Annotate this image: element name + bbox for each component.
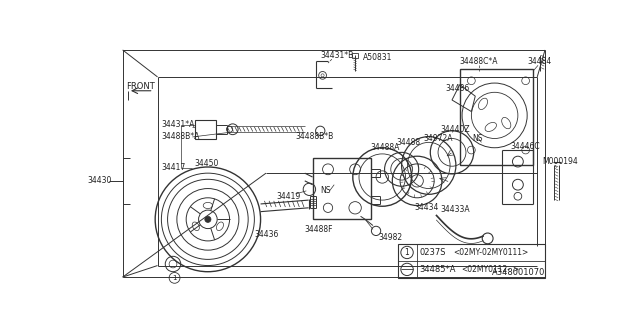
Text: 34485*A: 34485*A bbox=[419, 265, 456, 274]
Text: A50831: A50831 bbox=[363, 53, 392, 62]
Bar bbox=[460, 69, 533, 165]
Bar bbox=[195, 120, 216, 139]
Text: 1: 1 bbox=[172, 275, 177, 281]
Text: NS: NS bbox=[472, 134, 483, 143]
Text: 34446C: 34446C bbox=[510, 142, 540, 151]
Text: 34488A: 34488A bbox=[371, 143, 400, 152]
Bar bbox=[352, 53, 358, 58]
Text: 34486: 34486 bbox=[446, 84, 470, 93]
Text: 1: 1 bbox=[404, 248, 410, 257]
Text: A348001070: A348001070 bbox=[492, 268, 545, 277]
Text: 34430: 34430 bbox=[88, 176, 112, 185]
Text: 34436: 34436 bbox=[254, 230, 279, 239]
Text: 34440Z: 34440Z bbox=[440, 125, 470, 134]
Text: NS: NS bbox=[320, 186, 331, 195]
Text: 34431*B: 34431*B bbox=[320, 51, 353, 60]
Text: 34972A: 34972A bbox=[423, 134, 453, 143]
Text: <02MY-02MY0111>: <02MY-02MY0111> bbox=[454, 248, 529, 257]
Text: 34488B*A: 34488B*A bbox=[161, 132, 200, 141]
Text: FRONT: FRONT bbox=[126, 82, 155, 91]
Text: 34434: 34434 bbox=[415, 203, 439, 212]
Text: 34450: 34450 bbox=[195, 159, 219, 168]
Text: 34419: 34419 bbox=[277, 192, 301, 201]
Text: >: > bbox=[513, 265, 518, 274]
Text: 34431*A: 34431*A bbox=[161, 120, 195, 129]
Text: 34433A: 34433A bbox=[440, 205, 470, 214]
Text: <02MY0112-: <02MY0112- bbox=[461, 265, 510, 274]
Text: 34417: 34417 bbox=[161, 163, 186, 172]
Text: 34488: 34488 bbox=[396, 138, 420, 147]
Text: 34488C*A: 34488C*A bbox=[460, 57, 499, 66]
Text: M000194: M000194 bbox=[543, 157, 579, 166]
Circle shape bbox=[205, 216, 211, 222]
Bar bbox=[397, 244, 545, 278]
Text: 34488B*B: 34488B*B bbox=[296, 132, 333, 141]
Text: 34982: 34982 bbox=[378, 233, 403, 242]
Text: 34484: 34484 bbox=[527, 57, 552, 66]
Text: 34488F: 34488F bbox=[305, 225, 333, 234]
Text: 0237S: 0237S bbox=[419, 248, 446, 257]
